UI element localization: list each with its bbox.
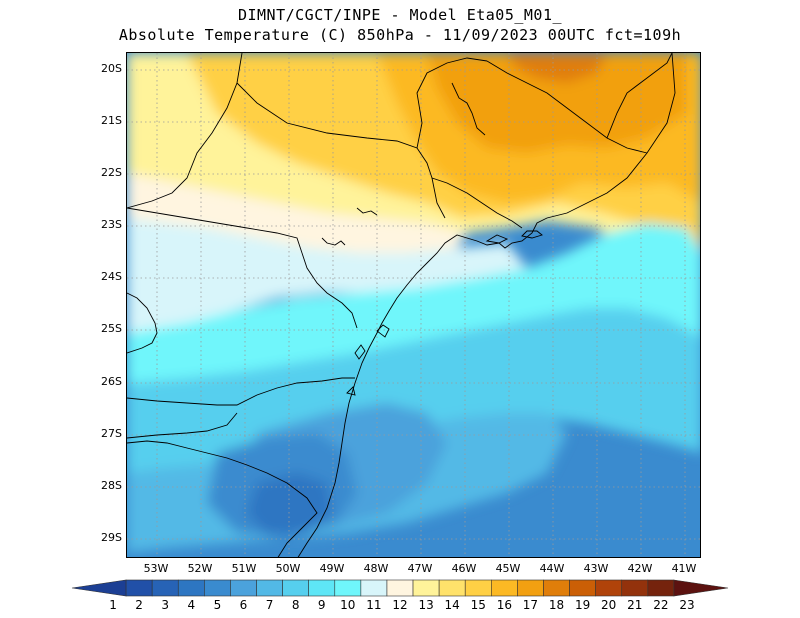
colorbar-swatch	[71, 579, 127, 597]
colorbar-label: 22	[653, 598, 669, 612]
colorbar-swatch	[334, 579, 362, 597]
colorbar-label: 10	[340, 598, 356, 612]
lon-label: 44W	[539, 562, 565, 575]
lon-label: 46W	[451, 562, 477, 575]
colorbar-label: 21	[627, 598, 643, 612]
graticule	[127, 53, 700, 557]
colorbar-label: 15	[470, 598, 486, 612]
colorbar-swatch	[177, 579, 205, 597]
colorbar-label: 14	[444, 598, 460, 612]
colorbar-swatch	[621, 579, 649, 597]
colorbar-swatch	[360, 579, 388, 597]
colorbar-label: 7	[265, 598, 274, 612]
colorbar-label: 4	[187, 598, 196, 612]
colorbar-label: 20	[601, 598, 617, 612]
colorbar-swatch	[386, 579, 414, 597]
colorbar-swatch	[204, 579, 231, 597]
colorbar-label: 5	[213, 598, 222, 612]
lat-label: 23S	[101, 218, 122, 231]
colorbar-label: 9	[317, 598, 326, 612]
colorbar-swatch	[491, 579, 518, 597]
colorbar-label: 1	[109, 598, 117, 612]
lat-label: 25S	[101, 322, 122, 335]
lat-label: 22S	[101, 166, 122, 179]
lat-label: 29S	[101, 531, 122, 544]
colorbar-label: 23	[679, 598, 695, 612]
colorbar-label: 17	[522, 598, 539, 612]
lat-label: 26S	[101, 375, 122, 388]
lon-label: 52W	[187, 562, 213, 575]
colorbar-label: 13	[418, 598, 434, 612]
lon-label: 49W	[319, 562, 345, 575]
colorbar-swatch	[438, 579, 466, 597]
lat-label: 21S	[101, 114, 122, 127]
colorbar-swatch	[282, 579, 309, 597]
chart-title-line1: DIMNT/CGCT/INPE - Model Eta05_M01_	[237, 6, 563, 24]
colorbar	[71, 579, 729, 597]
colorbar-label: 2	[135, 598, 143, 612]
colorbar-swatch	[256, 579, 283, 597]
colorbar-swatch	[647, 579, 675, 597]
lon-label: 50W	[275, 562, 301, 575]
colorbar-label: 16	[496, 598, 512, 612]
colorbar-swatch	[308, 579, 336, 597]
colorbar-label: 19	[574, 598, 591, 612]
colorbar-label: 8	[291, 598, 300, 612]
lon-label: 41W	[671, 562, 697, 575]
lon-label: 51W	[231, 562, 257, 575]
lat-label: 28S	[101, 479, 122, 492]
colorbar-swatch	[595, 579, 623, 597]
lon-label: 53W	[143, 562, 169, 575]
colorbar-swatch	[673, 579, 729, 597]
colorbar-swatch	[125, 579, 153, 597]
colorbar-label: 11	[366, 598, 382, 612]
colorbar-swatch	[412, 579, 440, 597]
map-svg	[127, 53, 700, 557]
colorbar-label: 6	[239, 598, 248, 612]
colorbar-swatch	[517, 579, 544, 597]
colorbar-label: 18	[548, 598, 565, 612]
lat-label: 27S	[101, 427, 122, 440]
temperature-map	[126, 52, 701, 558]
coastlines-borders	[127, 53, 676, 557]
lon-label: 47W	[407, 562, 433, 575]
lat-label: 24S	[101, 270, 122, 283]
chart-title-line2: Absolute Temperature (C) 850hPa - 11/09/…	[118, 26, 682, 44]
colorbar-swatch	[151, 579, 179, 597]
lon-label: 48W	[363, 562, 389, 575]
lat-label: 20S	[101, 62, 122, 75]
colorbar-swatch	[543, 579, 570, 597]
lon-label: 43W	[583, 562, 609, 575]
lon-label: 42W	[627, 562, 653, 575]
colorbar-swatch	[230, 579, 257, 597]
lon-label: 45W	[495, 562, 521, 575]
colorbar-swatch	[569, 579, 596, 597]
colorbar-label: 12	[392, 598, 408, 612]
colorbar-swatch	[464, 579, 492, 597]
colorbar-label: 3	[161, 598, 170, 612]
